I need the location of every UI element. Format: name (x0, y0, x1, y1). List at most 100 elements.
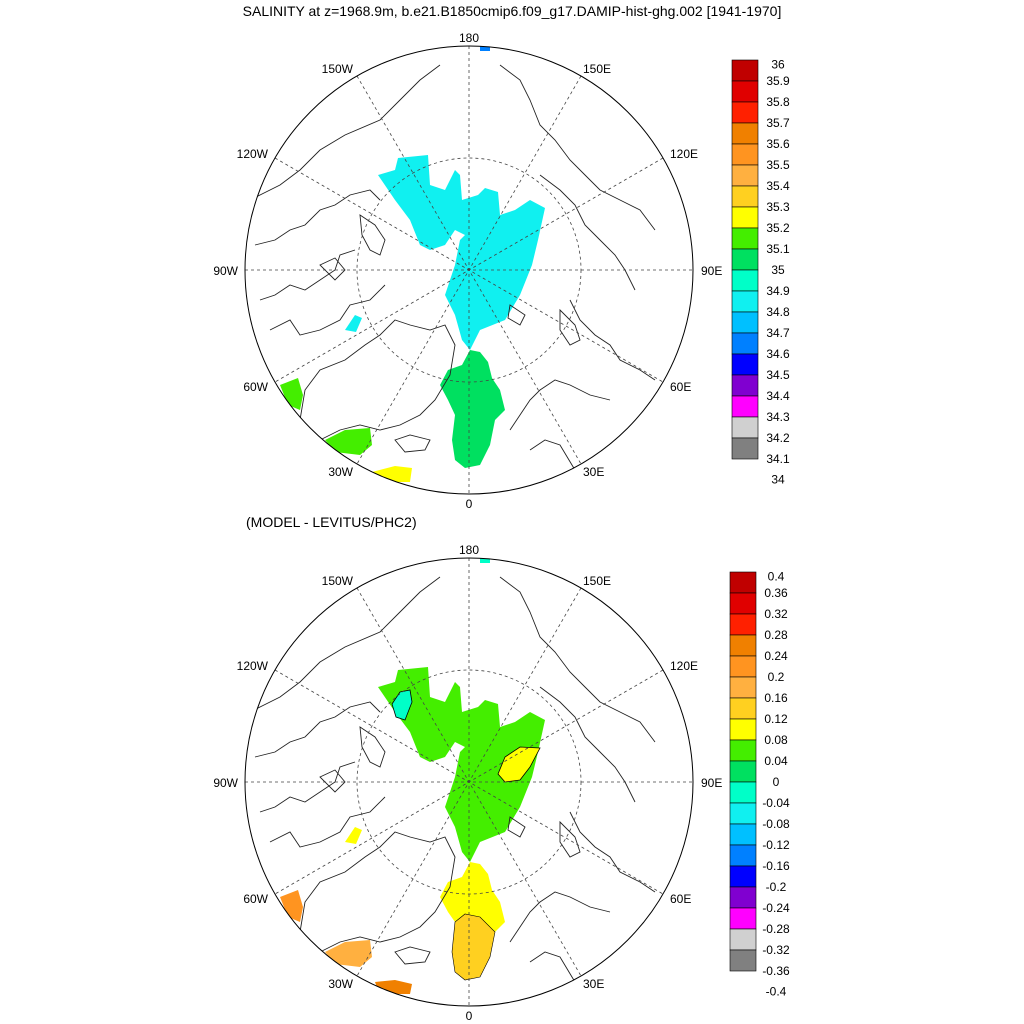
colorbar-swatch (731, 143, 759, 166)
lon-label-120e: 120E (670, 147, 698, 161)
lon-label-90w: 90W (213, 264, 238, 278)
colorbar-label: -0.28 (762, 922, 790, 936)
colorbar-swatch (729, 844, 757, 867)
field-laptev-patch (497, 746, 541, 783)
colorbar-swatch (729, 949, 757, 972)
colorbar-label: 0.2 (768, 670, 785, 684)
salinity-polar-map: 180 0 90W 90E 150W 150E 120W 120E 60W 60… (213, 31, 790, 511)
lon-label-60w: 60W (243, 380, 268, 394)
field-beaufort-patch (391, 689, 413, 721)
colorbar-label: 35.5 (766, 158, 790, 172)
colorbar-swatch (731, 164, 759, 187)
colorbar-swatch (729, 760, 757, 783)
colorbar-swatch (729, 634, 757, 657)
colorbar-label: 0.04 (764, 754, 788, 768)
colorbar-label: 0.08 (764, 733, 788, 747)
field-central-arctic (378, 667, 545, 862)
coastlines (249, 576, 656, 993)
field-canada-islands (345, 827, 362, 844)
colorbar-label: -0.4 (766, 985, 787, 999)
colorbar-swatch (731, 80, 759, 103)
colorbar-label: 0.36 (764, 586, 788, 600)
colorbar-swatch (731, 311, 759, 334)
colorbar-swatch (729, 655, 757, 678)
graticule (245, 558, 693, 1006)
figure-title: SALINITY at z=1968.9m, b.e21.B1850cmip6.… (242, 3, 782, 19)
colorbar-label: 34.9 (766, 284, 790, 298)
lon-label-30e: 30E (583, 977, 604, 991)
lon-label-90w: 90W (213, 776, 238, 790)
colorbar-swatch (729, 592, 757, 615)
colorbar-label: -0.08 (762, 817, 790, 831)
lon-label-180: 180 (459, 543, 479, 557)
colorbar-label: -0.36 (762, 964, 790, 978)
colorbar-label: 34 (771, 473, 785, 487)
lon-label-150e: 150E (583, 574, 611, 588)
colorbar-swatch (729, 697, 757, 720)
lon-label-120w: 120W (237, 659, 269, 673)
lon-label-0: 0 (466, 497, 473, 511)
graticule (245, 46, 693, 494)
field-eurasian-gateway (440, 350, 505, 468)
colorbar-label: -0.32 (762, 943, 790, 957)
field-west-greenland (280, 890, 303, 922)
lon-label-150w: 150W (322, 62, 354, 76)
colorbar-swatch (731, 353, 759, 376)
colorbar-label: 35.6 (766, 137, 790, 151)
colorbar-swatch (731, 374, 759, 397)
colorbar-label: 34.8 (766, 305, 790, 319)
colorbar-label: 0.24 (764, 649, 788, 663)
lon-label-60e: 60E (670, 380, 691, 394)
colorbar-label: 35.7 (766, 116, 790, 130)
colorbar-label: 35.4 (766, 179, 790, 193)
colorbar-swatch (729, 865, 757, 888)
colorbar-swatch (729, 928, 757, 951)
colorbar-label: 34.2 (766, 431, 790, 445)
lon-label-90e: 90E (701, 776, 722, 790)
colorbar-label: 36 (771, 58, 785, 72)
lon-label-0: 0 (466, 1009, 473, 1023)
colorbar-label: 35.3 (766, 200, 790, 214)
anomaly-subtitle: (MODEL - LEVITUS/PHC2) (246, 514, 417, 530)
colorbar-label: 34.3 (766, 410, 790, 424)
colorbar-swatch (731, 185, 759, 208)
salinity-colorbar: 36 35.9 35.8 35.7 35.6 35.5 35.4 35.3 35.2 35.1 35… (731, 58, 790, 487)
field-canada-islands (345, 315, 362, 332)
colorbar-label: 34.6 (766, 347, 790, 361)
anomaly-polar-map: 180 0 90W 90E 150W 150E 120W 120E 60W 60… (213, 543, 790, 1023)
colorbar-label: 35.9 (766, 74, 790, 88)
lon-label-60w: 60W (243, 892, 268, 906)
field-central-arctic (378, 155, 545, 350)
map-boundary (244, 45, 694, 495)
anomaly-map-panel: 180 0 90W 90E 150W 150E 120W 120E 60W 60… (0, 512, 1024, 1024)
colorbar-swatch (731, 206, 759, 229)
colorbar-label: 34.4 (766, 389, 790, 403)
colorbar-swatch (731, 101, 759, 124)
colorbar-swatch (729, 571, 757, 594)
field-iceland-south (375, 980, 412, 994)
lon-label-90e: 90E (701, 264, 722, 278)
colorbar-swatch (731, 59, 759, 82)
anomaly-colorbar: 0.4 0.36 0.32 0.28 0.24 0.2 0.16 0.12 0.08 0.04 0 -… (729, 570, 790, 999)
colorbar-label: 35.2 (766, 221, 790, 235)
field-eurasian-south (451, 913, 496, 981)
lon-label-180: 180 (459, 31, 479, 45)
colorbar-label: 35 (771, 263, 785, 277)
colorbar-label: -0.04 (762, 796, 790, 810)
colorbar-swatch (729, 823, 757, 846)
colorbar-label: 0 (773, 775, 780, 789)
lon-label-30w: 30W (328, 977, 353, 991)
field-irminger (325, 428, 372, 455)
colorbar-swatch (729, 613, 757, 636)
colorbar-swatch (729, 907, 757, 930)
colorbar-swatch (731, 290, 759, 313)
colorbar-swatch (729, 718, 757, 741)
colorbar-swatch (729, 739, 757, 762)
colorbar-label: 0.32 (764, 607, 788, 621)
colorbar-swatch (729, 802, 757, 825)
field-west-greenland (280, 378, 303, 410)
colorbar-label: 0.4 (768, 570, 785, 584)
colorbar-label: 0.16 (764, 691, 788, 705)
colorbar-label: 0.28 (764, 628, 788, 642)
colorbar-label: -0.2 (766, 880, 787, 894)
